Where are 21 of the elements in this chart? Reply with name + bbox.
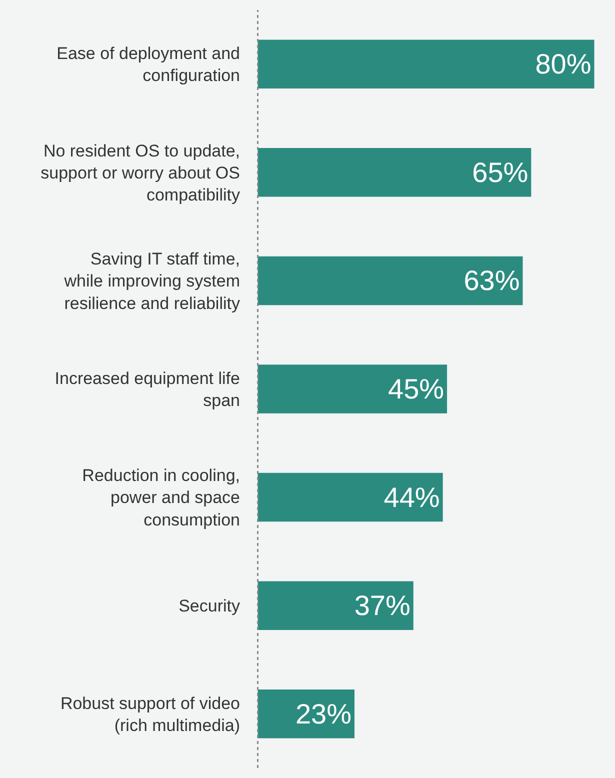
y-tick-label: Increased equipment life span [54,368,240,410]
y-tick-label: Reduction in cooling, power and space consumption [82,466,240,530]
y-tick-label: No resident OS to update, support or worry about OS compatibility [40,141,240,204]
y-tick-label: Robust support of video (rich multimedia) [60,694,240,735]
data-label: 65% [472,156,528,188]
bar [258,472,443,522]
data-label: 45% [388,374,444,404]
data-label: 80% [535,48,592,80]
data-label: 63% [464,265,520,296]
bar [258,256,523,306]
data-label: 37% [354,590,410,622]
data-label: 23% [295,698,352,730]
y-tick-label: Ease of deployment and configuration [56,44,240,86]
bar [258,40,594,89]
bar [258,364,448,414]
y-tick-label: Security [178,596,240,616]
bar [258,689,354,738]
bar [258,581,414,630]
data-label: 44% [384,482,440,513]
y-tick-label: Saving IT staff time, while improving system resilience and reliability [63,250,240,313]
bar [258,148,532,197]
